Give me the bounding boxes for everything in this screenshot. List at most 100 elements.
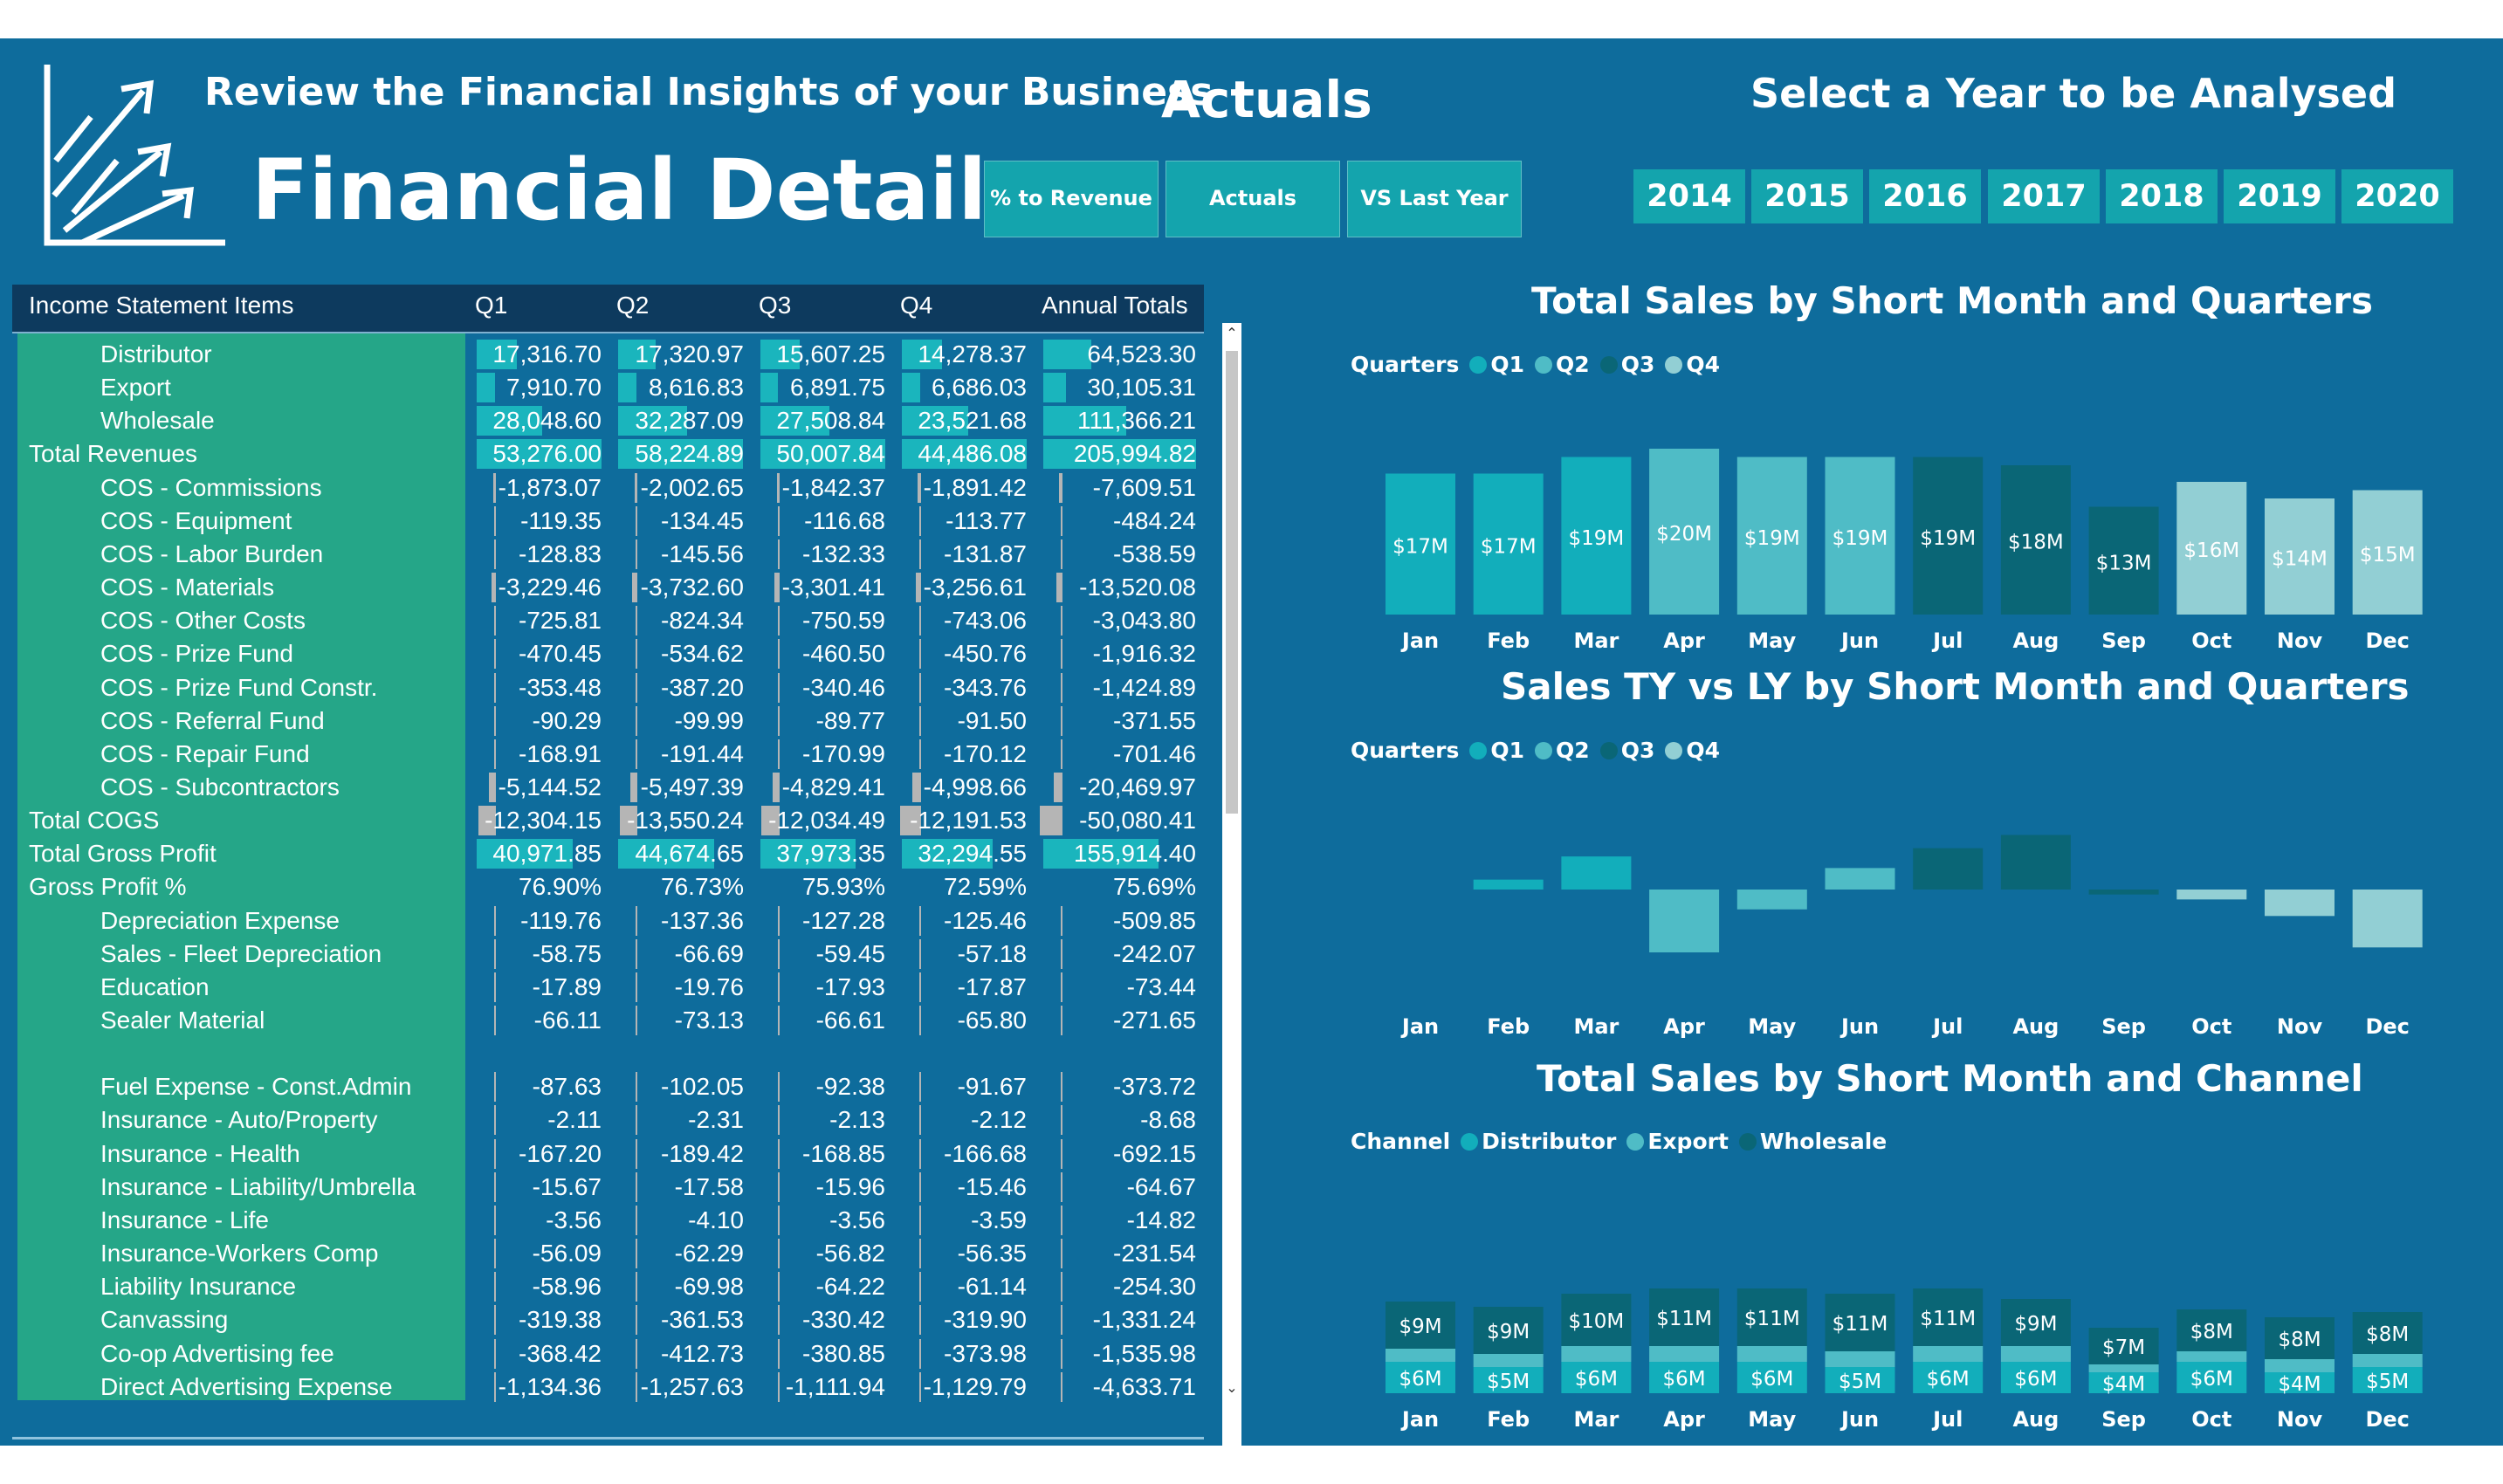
scroll-down-icon[interactable]: ⌄ [1226,1379,1238,1396]
bar-wholesale-apr[interactable] [1649,1288,1720,1346]
column-header-q1[interactable]: Q1 [475,292,508,319]
bar-export-may[interactable] [1736,1346,1807,1362]
table-row[interactable]: Gross Profit % 76.90% 76.73% 75.93% 72.59% 75… [12,870,1204,903]
bar-nov[interactable] [2265,498,2335,615]
bar-wholesale-jul[interactable] [1913,1288,1984,1346]
view-button-actuals[interactable]: Actuals [1166,161,1340,237]
bar-mar[interactable] [1561,856,1632,890]
view-button-vs-last-year[interactable]: VS Last Year [1347,161,1522,237]
table-row[interactable]: Sales - Fleet Depreciation -58.75 -66.69 -5… [12,938,1204,971]
bar-wholesale-mar[interactable] [1561,1294,1632,1346]
table-row[interactable]: COS - Subcontractors -5,144.52 -5,497.39 -4… [12,771,1204,804]
table-row[interactable]: Depreciation Expense -119.76 -137.36 -127.2… [12,904,1204,938]
table-row[interactable]: Insurance-Workers Comp -56.09 -62.29 -56.82… [12,1237,1204,1270]
table-row[interactable]: Direct Advertising Expense -1,134.36 -1,25… [12,1371,1204,1404]
table-row[interactable]: Sealer Material -66.11 -73.13 -66.61 -65.80 -… [12,1004,1204,1037]
bar-aug[interactable] [2000,835,2071,890]
bar-dec[interactable] [2352,890,2423,948]
bar-export-oct[interactable] [2176,1351,2247,1362]
bar-wholesale-may[interactable] [1736,1288,1807,1346]
year-button-2016[interactable]: 2016 [1869,169,1981,223]
bar-feb[interactable] [1473,473,1544,615]
bar-export-jun[interactable] [1825,1351,1895,1367]
bar-mar[interactable] [1561,457,1632,615]
bar-wholesale-jan[interactable] [1386,1302,1455,1349]
bar-export-feb[interactable] [1473,1354,1544,1367]
legend-label[interactable]: Q3 [1620,738,1655,763]
legend-label[interactable]: Distributor [1482,1129,1617,1154]
bar-wholesale-aug[interactable] [2000,1299,2071,1346]
table-scrollbar-thumb[interactable] [1226,351,1238,814]
year-button-2018[interactable]: 2018 [2106,169,2218,223]
legend-label[interactable]: Q4 [1686,352,1720,377]
table-row[interactable]: Export 7,910.70 8,616.83 6,891.75 6,686.03 30… [12,371,1204,404]
bar-distributor-apr[interactable] [1649,1362,1720,1393]
legend-label[interactable]: Export [1647,1129,1729,1154]
bar-dec[interactable] [2352,490,2423,615]
scroll-up-icon[interactable]: ⌃ [1226,325,1238,341]
legend-label[interactable]: Q1 [1490,738,1525,763]
bar-apr[interactable] [1649,890,1720,952]
bar-wholesale-oct[interactable] [2176,1309,2247,1351]
table-row[interactable]: Fuel Expense - Const.Admin -87.63 -102.05 -… [12,1070,1204,1103]
year-button-2014[interactable]: 2014 [1633,169,1745,223]
bar-export-jul[interactable] [1913,1346,1984,1362]
legend-label[interactable]: Q4 [1686,738,1720,763]
bar-export-jan[interactable] [1386,1349,1455,1362]
legend-label[interactable]: Q2 [1556,352,1590,377]
bar-distributor-mar[interactable] [1561,1362,1632,1393]
table-row[interactable]: COS - Referral Fund -90.29 -99.99 -89.77 -91… [12,704,1204,738]
bar-wholesale-dec[interactable] [2352,1312,2423,1354]
table-row[interactable]: Total COGS -12,304.15 -13,550.24 -12,034.49… [12,804,1204,837]
bar-export-apr[interactable] [1649,1346,1720,1362]
table-row[interactable]: Insurance - Liability/Umbrella -15.67 -17.… [12,1171,1204,1204]
bar-wholesale-nov[interactable] [2265,1317,2335,1359]
legend-label[interactable]: Q2 [1556,738,1590,763]
bar-feb[interactable] [1473,879,1544,890]
legend-label[interactable]: Wholesale [1759,1129,1888,1154]
table-row[interactable]: Wholesale 28,048.60 32,287.09 27,508.84 23,5… [12,404,1204,437]
year-button-2019[interactable]: 2019 [2224,169,2335,223]
column-header-annual-totals[interactable]: Annual Totals [1042,292,1188,319]
bar-jul[interactable] [1913,457,1984,615]
legend-label[interactable]: Q3 [1620,352,1655,377]
table-row[interactable]: COS - Prize Fund -470.45 -534.62 -460.50 -45… [12,637,1204,670]
bar-distributor-oct[interactable] [2176,1362,2247,1393]
bar-export-nov[interactable] [2265,1359,2335,1372]
bar-export-aug[interactable] [2000,1346,2071,1362]
bar-distributor-jul[interactable] [1913,1362,1984,1393]
view-button-pct-revenue[interactable]: % to Revenue [984,161,1159,237]
table-row[interactable]: Co-op Advertising fee -368.42 -412.73 -380.… [12,1337,1204,1371]
bar-sep[interactable] [2088,506,2159,615]
bar-oct[interactable] [2176,482,2247,615]
bar-jan[interactable] [1386,473,1455,615]
legend-label[interactable]: Q1 [1490,352,1525,377]
bar-jun[interactable] [1825,457,1895,615]
bar-wholesale-sep[interactable] [2088,1328,2159,1364]
table-row[interactable] [12,1037,1204,1070]
table-row[interactable]: COS - Prize Fund Constr. -353.48 -387.20 -3… [12,671,1204,704]
bar-export-dec[interactable] [2352,1354,2423,1367]
table-row[interactable]: COS - Labor Burden -128.83 -145.56 -132.33 -… [12,538,1204,571]
bar-export-mar[interactable] [1561,1346,1632,1362]
table-row[interactable]: Liability Insurance -58.96 -69.98 -64.22 -61… [12,1270,1204,1303]
bar-jun[interactable] [1825,868,1895,890]
table-row[interactable]: Distributor 17,316.70 17,320.97 15,607.25 14… [12,338,1204,371]
bar-distributor-nov[interactable] [2265,1372,2335,1393]
bar-aug[interactable] [2000,465,2071,615]
table-row[interactable]: COS - Commissions -1,873.07 -2,002.65 -1,84… [12,471,1204,505]
table-row[interactable]: Insurance - Auto/Property -2.11 -2.31 -2.13… [12,1103,1204,1137]
bar-distributor-dec[interactable] [2352,1367,2423,1393]
bar-sep[interactable] [2088,890,2159,895]
column-header-items[interactable]: Income Statement Items [29,292,294,319]
table-row[interactable]: Total Revenues 53,276.00 58,224.89 50,007.8… [12,437,1204,471]
bar-distributor-jan[interactable] [1386,1362,1455,1393]
bar-distributor-aug[interactable] [2000,1362,2071,1393]
bar-distributor-jun[interactable] [1825,1367,1895,1393]
bar-apr[interactable] [1649,449,1720,615]
bar-wholesale-jun[interactable] [1825,1294,1895,1351]
bar-export-sep[interactable] [2088,1364,2159,1372]
table-row[interactable]: Total Gross Profit 40,971.85 44,674.65 37,9… [12,837,1204,870]
bar-jul[interactable] [1913,848,1984,890]
bar-may[interactable] [1736,890,1807,910]
